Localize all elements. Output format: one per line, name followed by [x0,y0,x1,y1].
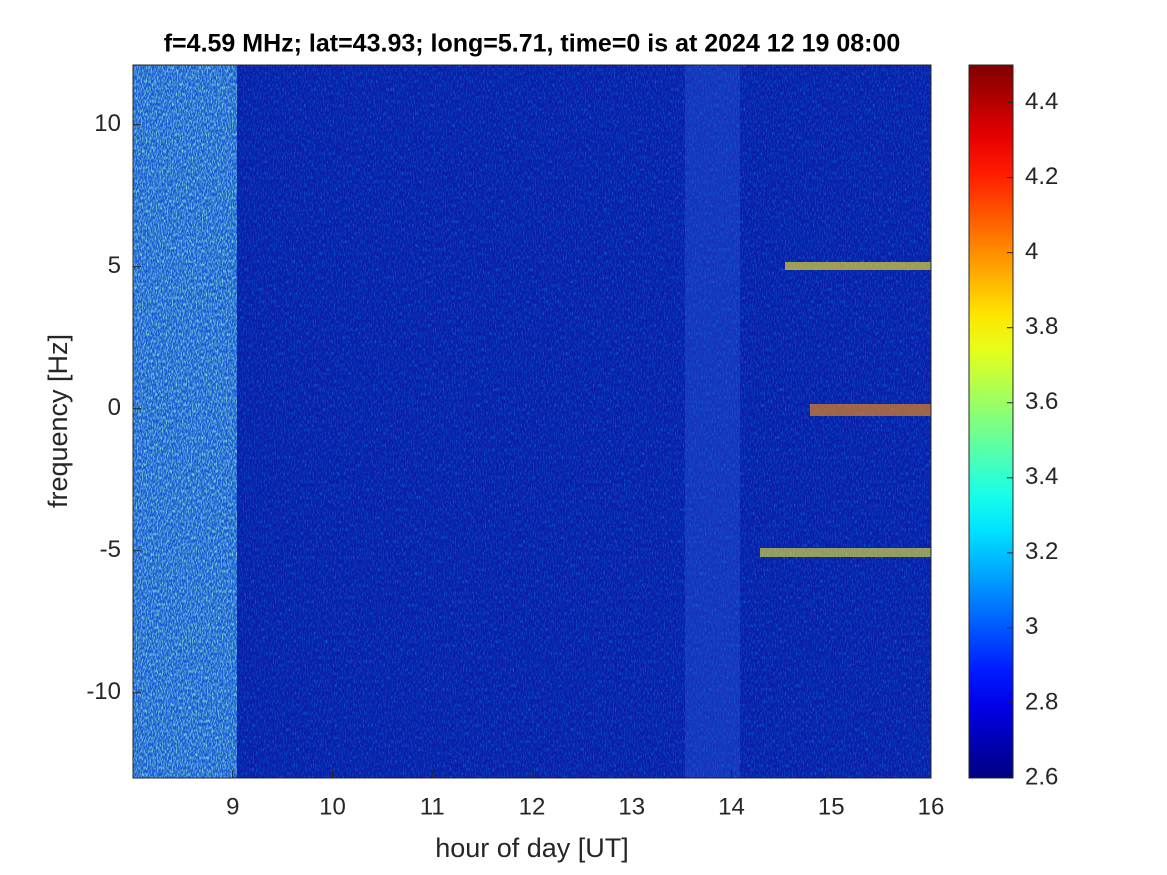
x-tick-label: 9 [226,793,239,820]
colorbar-tick-label: 4.4 [1025,88,1058,115]
y-tick-label: 10 [94,110,121,137]
spectrogram-image [133,65,931,778]
colorbar-tick-label: 4 [1025,238,1038,265]
x-axis-label: hour of day [UT] [435,833,629,863]
colorbar [968,64,1014,779]
x-tick-label: 13 [618,793,645,820]
y-tick-label: 0 [108,394,121,421]
x-tick-label: 10 [319,793,346,820]
colorbar-tick-label: 2.8 [1025,688,1058,715]
colorbar-tick-label: 4.2 [1025,163,1058,190]
y-axis-label: frequency [Hz] [43,334,73,508]
y-tick-label: -5 [100,536,121,563]
x-tick-label: 12 [519,793,546,820]
x-tick-label: 15 [818,793,845,820]
chart-title: f=4.59 MHz; lat=43.93; long=5.71, time=0… [164,30,901,58]
x-tick-label: 11 [420,793,445,820]
colorbar-tick-label: 3 [1025,613,1038,640]
colorbar-tick-label: 3.2 [1025,538,1058,565]
y-tick-label: 5 [108,252,121,279]
colorbar-tick-label: 2.6 [1025,763,1058,790]
colorbar-tick-label: 3.6 [1025,388,1058,415]
y-tick-label: -10 [86,678,121,705]
x-tick-label: 14 [718,793,745,820]
colorbar-tick-label: 3.8 [1025,313,1058,340]
x-tick-label: 16 [918,793,945,820]
colorbar-tick-label: 3.4 [1025,463,1058,490]
